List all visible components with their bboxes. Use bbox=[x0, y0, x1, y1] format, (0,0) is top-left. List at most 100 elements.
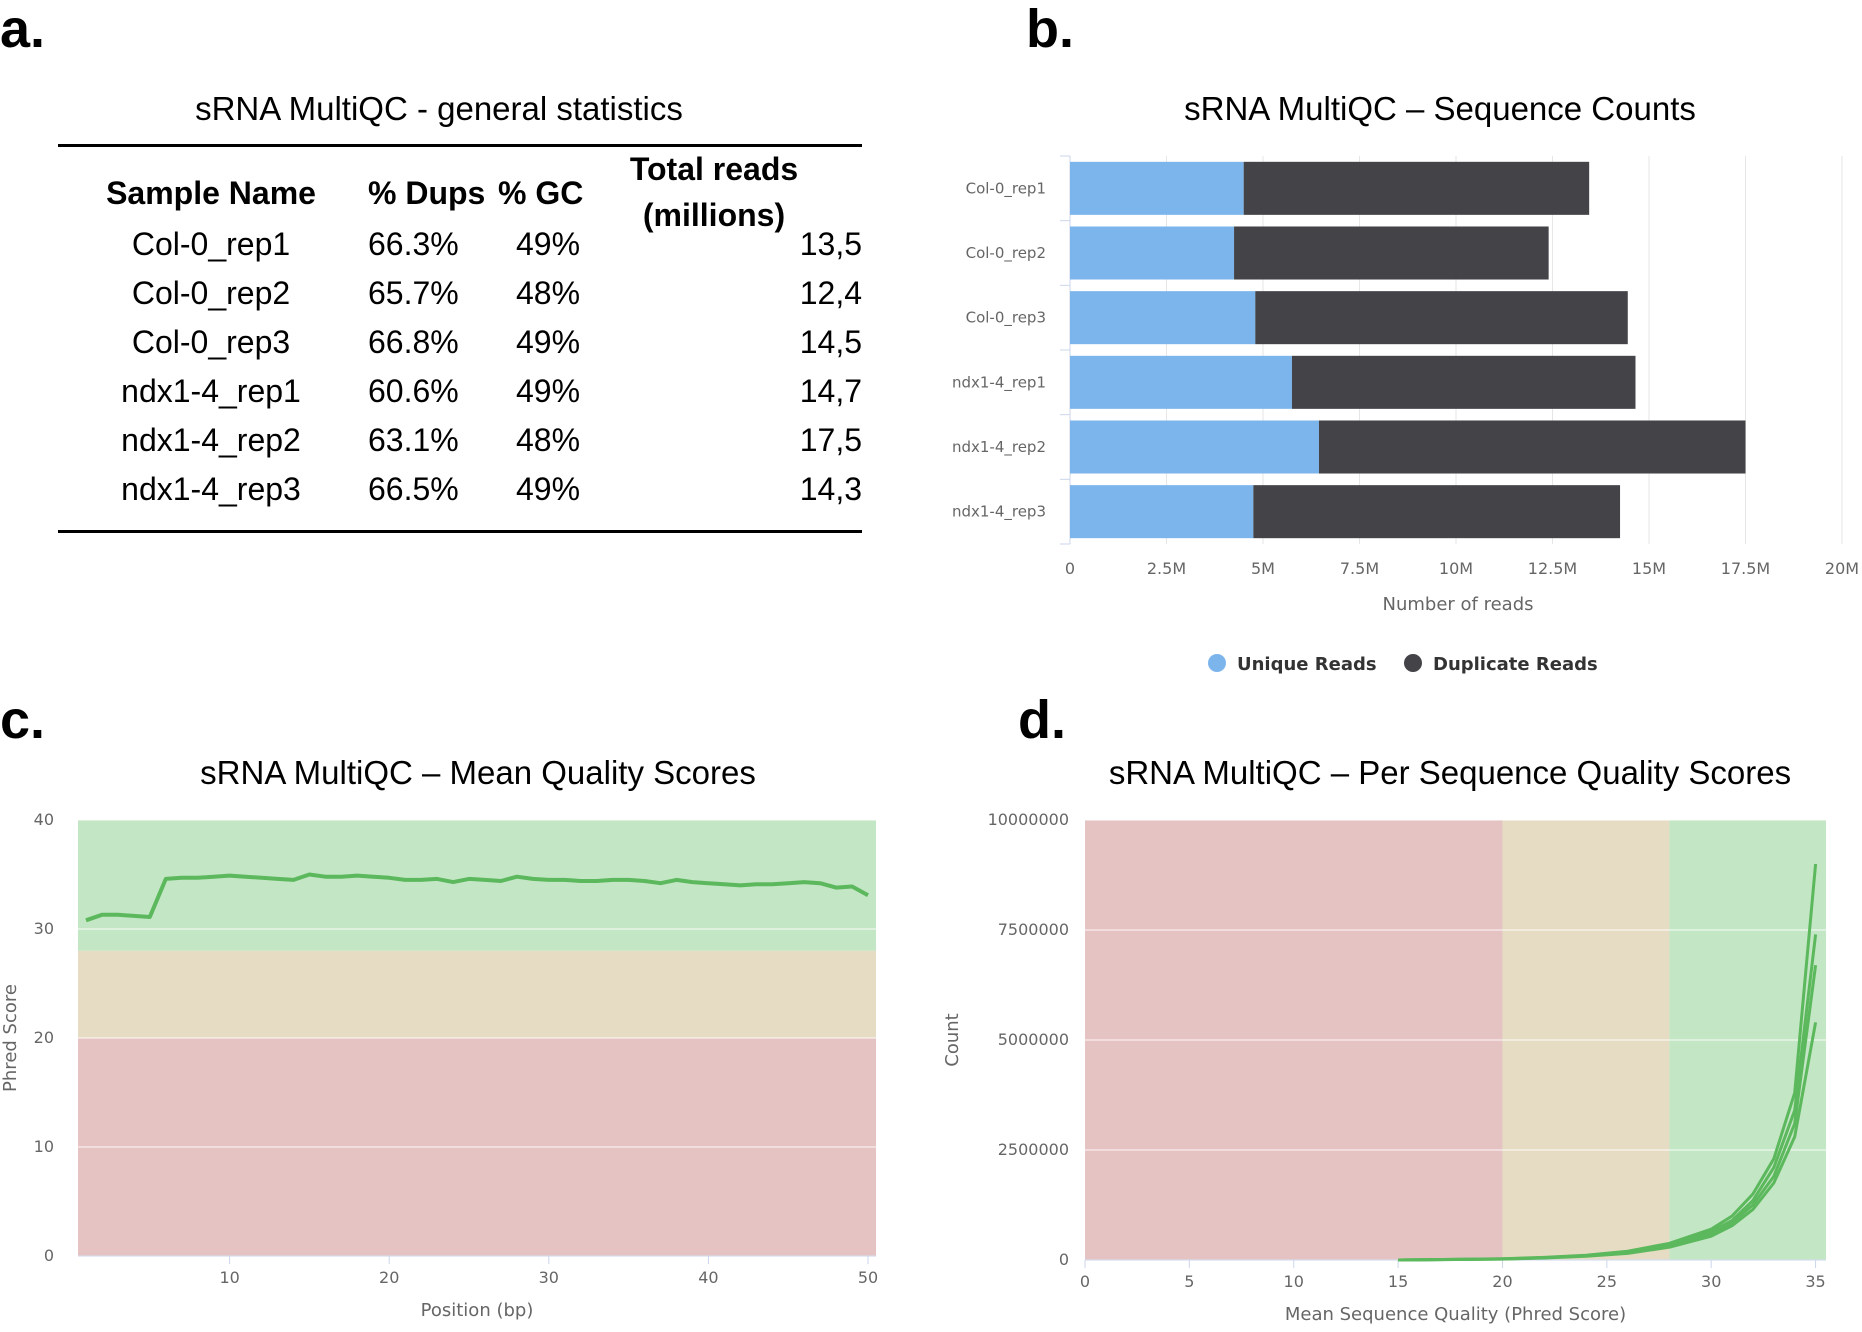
x-tick-label: 20M bbox=[1825, 559, 1859, 578]
series-line bbox=[1398, 1022, 1818, 1262]
legend-marker bbox=[1208, 654, 1226, 672]
x-axis-title: Position (bp) bbox=[421, 1300, 534, 1321]
series-line bbox=[85, 872, 869, 923]
cell-dups: 66.5% bbox=[368, 471, 459, 507]
cell-gc: 48% bbox=[516, 422, 581, 458]
bar-unique-reads bbox=[1070, 161, 1244, 215]
x-tick-label: 15M bbox=[1632, 559, 1666, 578]
per-sequence-quality-chart: 0 2500000 5000000 7500000 10000000 0 5 10 15 20 25… bbox=[942, 810, 1826, 1325]
x-tick-label: 0 bbox=[1080, 1272, 1090, 1291]
x-tick-label: 25 bbox=[1597, 1272, 1617, 1291]
y-category-label: Col-0_rep1 bbox=[966, 179, 1046, 198]
y-tick-label: 10 bbox=[34, 1137, 54, 1156]
cell-total-reads: 17,5 bbox=[799, 422, 862, 458]
cell-total-reads: 12,4 bbox=[799, 275, 862, 311]
bar-duplicate-reads bbox=[1234, 226, 1549, 280]
y-category-label: Col-0_rep3 bbox=[966, 309, 1046, 328]
x-tick-label: 5M bbox=[1251, 559, 1275, 578]
x-tick-label: 7.5M bbox=[1340, 559, 1379, 578]
legend-label: Unique Reads bbox=[1237, 654, 1377, 675]
panel-d-letter: d. bbox=[1018, 690, 1066, 750]
x-tick-label: 10 bbox=[1284, 1272, 1304, 1291]
cell-total-reads: 14,7 bbox=[799, 373, 862, 409]
cell-total-reads: 14,5 bbox=[799, 324, 862, 360]
table-bottom-rule bbox=[58, 530, 862, 533]
header-total-reads-line2: (millions) bbox=[642, 197, 786, 233]
panel-b-title: sRNA MultiQC – Sequence Counts bbox=[1184, 90, 1696, 127]
mean-quality-chart: 0 10 20 30 40 10 20 30 40 50 Position (bp) Phred Sc… bbox=[0, 810, 878, 1321]
x-tick-label: 10M bbox=[1439, 559, 1473, 578]
x-tick-label: 17.5M bbox=[1721, 559, 1770, 578]
cell-dups: 66.3% bbox=[368, 226, 459, 262]
cell-sample-name: ndx1-4_rep3 bbox=[121, 471, 301, 507]
y-category-label: ndx1-4_rep2 bbox=[952, 438, 1046, 457]
y-tick-label: 30 bbox=[34, 919, 54, 938]
cell-dups: 63.1% bbox=[368, 422, 459, 458]
bar-unique-reads bbox=[1070, 226, 1235, 280]
y-axis-title: Phred Score bbox=[0, 984, 21, 1092]
cell-total-reads: 14,3 bbox=[799, 471, 862, 507]
header-gc: % GC bbox=[498, 175, 584, 211]
y-tick-label: 0 bbox=[1059, 1250, 1069, 1269]
y-axis-title: Count bbox=[942, 1013, 963, 1066]
cell-sample-name: Col-0_rep2 bbox=[131, 275, 291, 311]
y-tick-label: 5000000 bbox=[998, 1030, 1069, 1049]
quality-band bbox=[78, 950, 876, 1038]
x-tick-label: 30 bbox=[539, 1268, 559, 1287]
x-tick-label: 20 bbox=[379, 1268, 399, 1287]
x-tick-label: 15 bbox=[1388, 1272, 1408, 1291]
x-tick-label: 5 bbox=[1184, 1272, 1194, 1291]
cell-dups: 60.6% bbox=[368, 373, 459, 409]
panel-c-title: sRNA MultiQC – Mean Quality Scores bbox=[200, 754, 756, 791]
legend-label: Duplicate Reads bbox=[1433, 654, 1598, 675]
panel-c-letter: c. bbox=[0, 690, 46, 750]
y-tick-label: 7500000 bbox=[998, 920, 1069, 939]
table-top-rule bbox=[58, 144, 862, 147]
cell-sample-name: Col-0_rep3 bbox=[131, 324, 291, 360]
y-category-label: ndx1-4_rep3 bbox=[952, 503, 1046, 522]
panel-a-title: sRNA MultiQC - general statistics bbox=[195, 90, 683, 127]
y-category-label: ndx1-4_rep1 bbox=[952, 373, 1046, 392]
panel-b-letter: b. bbox=[1026, 0, 1074, 59]
x-axis-title: Mean Sequence Quality (Phred Score) bbox=[1285, 1304, 1626, 1325]
sequence-counts-chart: 0 2.5M 5M 7.5M 10M 12.5M 15M 17.5M 20M Col-0_rep1… bbox=[952, 155, 1859, 675]
cell-total-reads: 13,5 bbox=[799, 226, 862, 262]
panel-a-letter: a. bbox=[0, 0, 46, 59]
y-category-label: Col-0_rep2 bbox=[966, 244, 1046, 263]
cell-sample-name: Col-0_rep1 bbox=[131, 226, 291, 262]
x-tick-label: 2.5M bbox=[1147, 559, 1186, 578]
header-dups: % Dups bbox=[368, 175, 486, 211]
cell-sample-name: ndx1-4_rep1 bbox=[121, 373, 301, 409]
legend-marker bbox=[1404, 654, 1422, 672]
y-tick-label: 40 bbox=[34, 810, 54, 829]
x-tick-label: 50 bbox=[858, 1268, 878, 1287]
bar-unique-reads bbox=[1070, 291, 1256, 345]
cell-gc: 48% bbox=[516, 275, 581, 311]
y-tick-label: 0 bbox=[44, 1246, 54, 1265]
bar-unique-reads bbox=[1070, 355, 1292, 409]
y-tick-label: 2500000 bbox=[998, 1140, 1069, 1159]
cell-gc: 49% bbox=[516, 226, 581, 262]
panel-d-title: sRNA MultiQC – Per Sequence Quality Scor… bbox=[1108, 754, 1792, 791]
cell-dups: 66.8% bbox=[368, 324, 459, 360]
bar-unique-reads bbox=[1070, 485, 1254, 539]
x-tick-label: 20 bbox=[1492, 1272, 1512, 1291]
x-tick-label: 0 bbox=[1065, 559, 1075, 578]
bar-duplicate-reads bbox=[1243, 161, 1590, 215]
x-tick-label: 35 bbox=[1805, 1272, 1825, 1291]
header-sample-name: Sample Name bbox=[106, 175, 316, 211]
x-tick-label: 30 bbox=[1701, 1272, 1721, 1291]
bar-duplicate-reads bbox=[1253, 485, 1621, 539]
bar-duplicate-reads bbox=[1255, 291, 1628, 345]
x-axis-title: Number of reads bbox=[1382, 594, 1533, 615]
header-total-reads-line1: Total reads bbox=[629, 151, 799, 187]
cell-sample-name: ndx1-4_rep2 bbox=[121, 422, 301, 458]
bar-unique-reads bbox=[1070, 420, 1319, 474]
x-tick-label: 10 bbox=[219, 1268, 239, 1287]
cell-gc: 49% bbox=[516, 324, 581, 360]
y-tick-label: 20 bbox=[34, 1028, 54, 1047]
x-tick-label: 40 bbox=[698, 1268, 718, 1287]
y-tick-label: 10000000 bbox=[988, 810, 1069, 829]
cell-gc: 49% bbox=[516, 471, 581, 507]
bar-duplicate-reads bbox=[1318, 420, 1746, 474]
